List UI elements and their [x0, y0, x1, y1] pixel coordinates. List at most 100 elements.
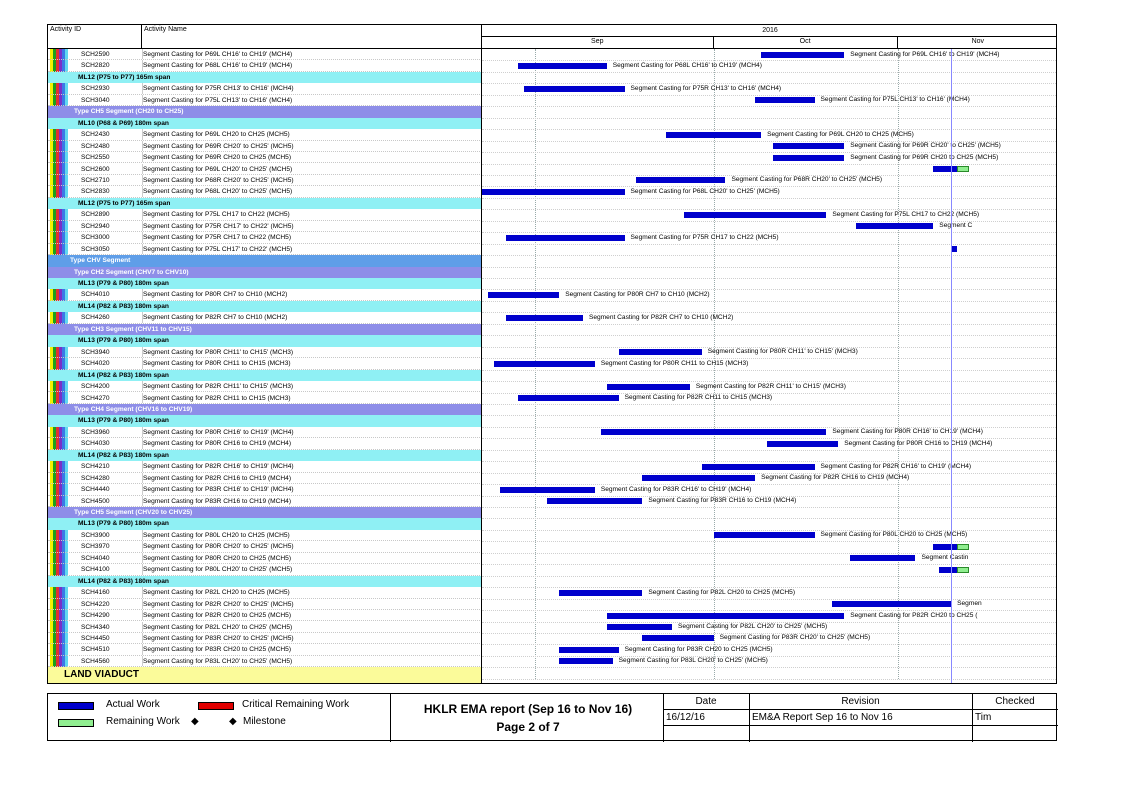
- activity-id-header[interactable]: Activity ID: [48, 25, 142, 49]
- activity-row[interactable]: SCH4260 Segment Casting for P82R CH7 to C…: [48, 312, 481, 324]
- activity-row[interactable]: SCH4100 Segment Casting for P80L CH20' to…: [48, 564, 481, 576]
- activity-row[interactable]: SCH4500 Segment Casting for P83R CH16 to …: [48, 495, 481, 507]
- actual-work-bar[interactable]: [482, 188, 625, 195]
- actual-work-bar[interactable]: [517, 395, 619, 401]
- actual-work-bar[interactable]: [523, 85, 625, 92]
- activity-row[interactable]: SCH2550 Segment Casting for P69R CH20 to …: [48, 152, 481, 164]
- actual-work-bar[interactable]: [939, 566, 958, 573]
- activity-row[interactable]: SCH4340 Segment Casting for P82L CH20' to…: [48, 621, 481, 633]
- activity-name: Segment Casting for P80R CH11' to CH15' …: [143, 348, 294, 356]
- activity-row[interactable]: SCH4440 Segment Casting for P83R CH16' to…: [48, 484, 481, 496]
- actual-work-bar[interactable]: [933, 166, 958, 172]
- group-row[interactable]: Type CH5 Segment (CHV20 to CHV25): [48, 507, 481, 519]
- group-row[interactable]: ML12 (P75 to P77) 165m span: [48, 197, 481, 210]
- activity-row[interactable]: SCH4040 Segment Casting for P80R CH20 to …: [48, 552, 481, 565]
- actual-work-bar[interactable]: [850, 555, 916, 562]
- group-row-land-viaduct[interactable]: LAND VIADUCT: [48, 667, 481, 683]
- actual-work-bar[interactable]: [683, 211, 827, 218]
- activity-row[interactable]: SCH3900 Segment Casting for P80L CH20 to …: [48, 529, 481, 542]
- activity-row[interactable]: SCH3960 Segment Casting for P80R CH16' to…: [48, 426, 481, 439]
- group-row[interactable]: Type CH4 Segment (CHV16 to CHV19): [48, 403, 481, 416]
- actual-work-bar[interactable]: [701, 463, 815, 470]
- actual-work-bar[interactable]: [505, 314, 583, 321]
- activity-name-header[interactable]: Activity Name: [142, 25, 481, 49]
- activity-row[interactable]: SCH3000 Segment Casting for P75R CH17 to …: [48, 232, 481, 244]
- actual-work-bar[interactable]: [666, 131, 762, 138]
- activity-row[interactable]: SCH4030 Segment Casting for P80R CH16 to …: [48, 438, 481, 450]
- actual-work-bar[interactable]: [767, 440, 839, 447]
- activity-row[interactable]: SCH2600 Segment Casting for P69L CH20' to…: [48, 163, 481, 175]
- remaining-work-bar[interactable]: [957, 566, 969, 573]
- activity-row[interactable]: SCH2590 Segment Casting for P69L CH16' to…: [48, 49, 481, 61]
- activity-row[interactable]: SCH2430 Segment Casting for P69L CH20 to …: [48, 129, 481, 141]
- activity-row[interactable]: SCH2940 Segment Casting for P75R CH17' to…: [48, 220, 481, 233]
- actual-work-bar[interactable]: [499, 486, 595, 493]
- actual-work-bar[interactable]: [772, 143, 845, 150]
- group-row[interactable]: ML14 (P82 & P83) 180m span: [48, 300, 481, 313]
- activity-row[interactable]: SCH2930 Segment Casting for P75R CH13' to…: [48, 83, 481, 95]
- actual-work-bar[interactable]: [559, 646, 619, 653]
- actual-work-bar[interactable]: [642, 635, 714, 642]
- actual-work-bar[interactable]: [713, 532, 815, 539]
- actual-work-bar[interactable]: [505, 234, 625, 241]
- activity-row[interactable]: SCH3050 Segment Casting for P75L CH17' to…: [48, 243, 481, 256]
- activity-row[interactable]: SCH4220 Segment Casting for P82R CH20' to…: [48, 598, 481, 611]
- activity-row[interactable]: SCH4010 Segment Casting for P80R CH7 to C…: [48, 289, 481, 301]
- actual-work-bar[interactable]: [547, 498, 643, 505]
- activity-row[interactable]: SCH4450 Segment Casting for P83R CH20' to…: [48, 632, 481, 645]
- activity-row[interactable]: SCH4290 Segment Casting for P82R CH20 to …: [48, 610, 481, 622]
- actual-work-bar[interactable]: [933, 543, 958, 550]
- group-row[interactable]: ML12 (P75 to P77) 165m span: [48, 71, 481, 84]
- actual-work-bar[interactable]: [761, 51, 845, 58]
- group-row[interactable]: ML14 (P82 & P83) 180m span: [48, 449, 481, 462]
- actual-work-bar[interactable]: [951, 246, 958, 253]
- activity-row[interactable]: SCH2890 Segment Casting for P75L CH17 to …: [48, 209, 481, 221]
- activity-row[interactable]: SCH4280 Segment Casting for P82R CH16 to …: [48, 472, 481, 485]
- activity-row[interactable]: SCH4510 Segment Casting for P83R CH20 to …: [48, 644, 481, 656]
- group-row[interactable]: ML13 (P79 & P80) 180m span: [48, 415, 481, 427]
- row-gridline: [482, 220, 1056, 222]
- group-row[interactable]: Type CH2 Segment (CHV7 to CHV10): [48, 266, 481, 278]
- activity-row[interactable]: SCH4200 Segment Casting for P82R CH11' to…: [48, 381, 481, 393]
- activity-row[interactable]: SCH3940 Segment Casting for P80R CH11' to…: [48, 346, 481, 359]
- actual-work-bar[interactable]: [606, 612, 845, 619]
- actual-work-bar[interactable]: [755, 97, 815, 104]
- activity-row[interactable]: SCH4210 Segment Casting for P82R CH16' to…: [48, 461, 481, 473]
- group-row[interactable]: Type CHV Segment: [48, 255, 481, 267]
- activity-row[interactable]: SCH3040 Segment Casting for P75L CH13' to…: [48, 94, 481, 107]
- activity-row[interactable]: SCH4270 Segment Casting for P82R CH11 to …: [48, 392, 481, 404]
- actual-work-bar[interactable]: [493, 360, 595, 367]
- group-row[interactable]: ML10 (P68 & P69) 180m span: [48, 117, 481, 130]
- activity-row[interactable]: SCH2830 Segment Casting for P68L CH20' to…: [48, 186, 481, 198]
- actual-work-bar[interactable]: [517, 62, 607, 69]
- group-row[interactable]: ML13 (P79 & P80) 180m span: [48, 278, 481, 290]
- actual-work-bar[interactable]: [636, 177, 726, 184]
- actual-work-bar[interactable]: [772, 154, 845, 161]
- actual-work-bar[interactable]: [487, 291, 560, 298]
- actual-work-bar[interactable]: [606, 383, 690, 390]
- actual-work-bar[interactable]: [642, 475, 756, 482]
- actual-work-bar[interactable]: [559, 589, 643, 596]
- group-row[interactable]: Type CH3 Segment (CHV11 to CHV15): [48, 323, 481, 336]
- group-row[interactable]: Type CH5 Segment (CH20 to CH25): [48, 106, 481, 118]
- activity-id: SCH3050: [81, 245, 110, 253]
- remaining-work-bar[interactable]: [957, 543, 969, 550]
- activity-row[interactable]: SCH2820 Segment Casting for P68L CH16' to…: [48, 60, 481, 72]
- group-row[interactable]: ML13 (P79 & P80) 180m span: [48, 335, 481, 347]
- actual-work-bar[interactable]: [606, 624, 672, 630]
- activity-row[interactable]: SCH2480 Segment Casting for P69R CH20' to…: [48, 140, 481, 153]
- activity-row[interactable]: SCH4020 Segment Casting for P80R CH11 to …: [48, 358, 481, 370]
- actual-work-bar[interactable]: [600, 429, 827, 436]
- actual-work-bar[interactable]: [559, 658, 613, 665]
- group-row[interactable]: ML13 (P79 & P80) 180m span: [48, 518, 481, 530]
- activity-row[interactable]: SCH3970 Segment Casting for P80R CH20' to…: [48, 541, 481, 553]
- remaining-work-bar[interactable]: [957, 166, 969, 172]
- group-row[interactable]: ML14 (P82 & P83) 180m span: [48, 575, 481, 588]
- group-row[interactable]: ML14 (P82 & P83) 180m span: [48, 369, 481, 382]
- activity-row[interactable]: SCH2710 Segment Casting for P68R CH20' to…: [48, 174, 481, 187]
- actual-work-bar[interactable]: [618, 349, 702, 356]
- actual-work-bar[interactable]: [832, 601, 952, 608]
- activity-row[interactable]: SCH4560 Segment Casting for P83L CH20' to…: [48, 655, 481, 668]
- activity-row[interactable]: SCH4160 Segment Casting for P82L CH20 to …: [48, 587, 481, 599]
- actual-work-bar[interactable]: [856, 223, 934, 230]
